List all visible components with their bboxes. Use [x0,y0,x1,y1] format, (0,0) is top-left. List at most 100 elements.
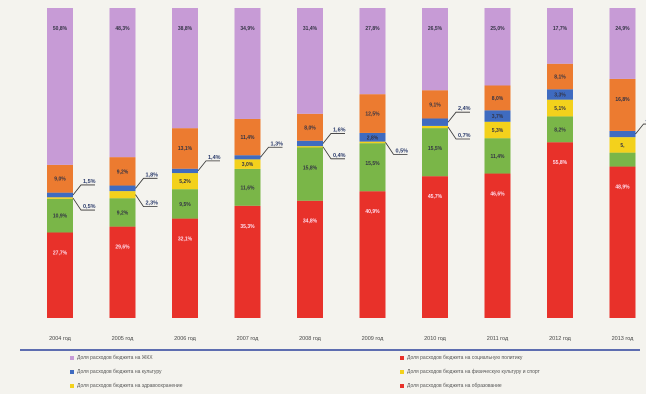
bar-segment-1-2 [109,191,136,199]
callout-line-6-3 [447,111,470,123]
legend-swatch-health [70,384,74,389]
legend-item-health: Доля расходов бюджета на здравоохранение [70,381,400,392]
legend-label-sport: Доля расходов бюджета на физическую куль… [407,368,540,375]
segment-label-5-0: 40,9% [365,209,380,215]
segment-label-1-0: 29,6% [115,245,130,251]
bar-segment-2-5 [172,8,198,129]
callout-label-1-2: 2,3% [146,201,159,207]
callout-label-5-2: 0,5% [396,148,409,154]
bar-segment-0-4 [47,164,73,193]
bar-segment-2-4 [172,128,198,169]
bar-segment-9-2 [609,137,636,153]
segment-label-0-5: 50,8% [53,26,68,32]
bar-segment-9-0 [609,166,636,318]
bar-segment-7-0 [484,173,511,318]
bar-segment-6-4 [422,90,448,119]
bar-segment-4-4 [297,113,323,141]
segment-label-4-5: 31,4% [303,26,318,32]
callout-line-6-2 [447,126,470,140]
legend-label-culture: Доля расходов бюджета на культуру [77,368,162,375]
segment-label-0-4: 9,0% [54,177,66,183]
bar-segment-3-4 [234,118,261,156]
callout-label-0-3: 1,5% [83,179,96,185]
segment-label-7-0: 46,6% [490,192,505,198]
callout-line-5-2 [385,142,408,155]
segment-label-8-5: 17,7% [553,26,568,32]
segment-label-8-1: 8,2% [554,127,566,133]
category-label-6: 2010 год [424,336,447,342]
bar-segment-1-4 [109,157,136,186]
bar-segment-6-3 [422,118,448,126]
segment-label-2-2: 5,2% [179,179,191,185]
bar-segment-5-1 [359,143,386,192]
bar-segment-3-1 [234,168,261,206]
callout-line-0-2 [72,197,95,211]
callout-line-1-2 [135,194,158,208]
bar-segment-9-4 [609,78,636,131]
segment-label-4-1: 15,8% [303,166,318,172]
callout-line-2-3 [197,160,220,172]
segment-label-3-4: 11,4% [241,135,255,141]
segment-label-1-1: 9,2% [117,210,129,216]
legend-item-housing: Доля расходов бюджета на ЖКХ [70,352,400,363]
bar-segment-3-0 [234,205,261,318]
bar-segment-4-2 [297,146,323,148]
segment-label-7-5: 25,0% [490,26,505,32]
bar-segment-2-0 [172,218,198,318]
segment-label-4-0: 34,8% [303,219,318,225]
bar-segment-1-3 [109,185,136,192]
bar-segment-0-0 [47,232,73,318]
callout-label-1-3: 1,8% [146,172,159,178]
segment-label-0-0: 27,7% [53,250,68,256]
callout-label-2-3: 1,4% [208,155,221,161]
bar-segment-8-5 [547,8,573,64]
segment-label-5-5: 27,8% [365,26,380,32]
callout-line-1-3 [135,177,158,189]
segment-label-3-2: 3,0% [242,162,254,168]
segment-label-3-0: 35,3% [240,224,255,230]
legend-label-education: Доля расходов бюджета на образование [407,383,502,390]
bar-segment-2-2 [172,173,198,190]
bar-segment-3-2 [234,159,261,169]
bar-segment-4-3 [297,140,323,147]
legend-item-sport: Доля расходов бюджета на физическую куль… [400,366,630,377]
callout-label-4-2: 0,4% [333,153,346,159]
segment-label-8-0: 55,8% [553,160,568,166]
legend-swatch-education [400,384,404,389]
callout-label-6-3: 2,4% [458,106,471,112]
bar-segment-4-5 [297,8,323,114]
segment-label-4-4: 8,0% [304,125,316,131]
segment-label-7-3: 3,7% [492,114,504,120]
category-label-7: 2011 год [487,336,509,342]
bar-segment-8-2 [547,99,573,117]
segment-label-2-4: 13,1% [178,146,193,152]
bar-segment-1-1 [109,198,136,227]
category-label-3: 2007 год [237,336,260,342]
legend-swatch-housing [70,355,74,360]
bar-segment-7-4 [484,85,511,111]
bar-segment-7-2 [484,121,511,139]
bar-segment-1-5 [109,8,136,158]
bar-segment-6-1 [422,128,448,177]
legend-label-health: Доля расходов бюджета на здравоохранение [77,383,183,390]
callout-line-0-3 [72,184,95,196]
bar-segment-5-5 [359,8,386,95]
segment-label-9-0: 48,9% [615,185,630,191]
bar-segment-7-5 [484,8,511,86]
bar-segment-5-2 [359,141,386,144]
segment-label-6-1: 15,5% [428,146,443,152]
bar-segment-7-1 [484,138,511,174]
legend-swatch-sport [400,369,404,374]
segment-label-5-3: 2,8% [367,135,379,141]
bar-segment-0-1 [47,198,73,233]
segment-label-6-5: 26,5% [428,26,443,32]
bar-segment-1-0 [109,226,136,318]
legend-divider [20,349,640,351]
callout-label-6-2: 0,7% [458,133,471,139]
segment-label-9-5: 24,9% [615,26,630,32]
segment-label-0-1: 10,9% [53,214,68,220]
legend-label-social: Доля расходов бюджета на социальную поли… [407,354,523,361]
segment-label-5-4: 12,5% [365,112,380,118]
category-label-9: 2013 год [612,336,635,342]
